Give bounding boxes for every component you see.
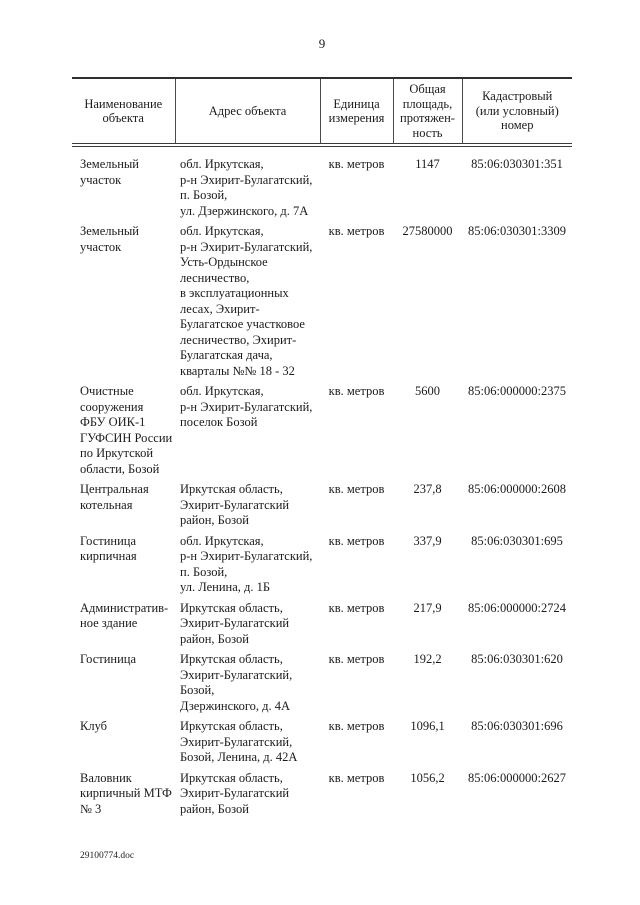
cell-measure-unit: кв. метров	[328, 224, 385, 238]
table-header-row: Наименование объекта Адрес объекта Едини…	[72, 77, 572, 147]
cell-cadastral-number: 85:06:000000:2627	[468, 770, 566, 785]
cell-object-name: Клуб	[80, 719, 108, 733]
cell-measure-unit: кв. метров	[328, 770, 385, 785]
cell-total-area: 217,9	[413, 600, 442, 615]
header-object-address: Адрес объекта	[175, 77, 321, 147]
cell-total-area: 1147	[415, 157, 440, 171]
cell-total-area: 192,2	[413, 652, 442, 666]
table-row: Клуб Иркутская область, Эхирит-Булагатск…	[72, 719, 572, 771]
header-measure-unit: Единица измерения	[320, 77, 394, 147]
property-table: Наименование объекта Адрес объекта Едини…	[72, 77, 572, 822]
cell-object-address: Иркутская область, Эхирит-Булагатский ра…	[180, 770, 290, 816]
cell-object-name: Очистные сооружения ФБУ ОИК-1 ГУФСИН Рос…	[80, 384, 173, 476]
cell-measure-unit: кв. метров	[328, 157, 385, 171]
cell-object-address: обл. Иркутская, р-н Эхирит-Булагатский, …	[180, 157, 313, 218]
cell-measure-unit: кв. метров	[328, 533, 385, 548]
filename-footer: 29100774.doc	[80, 851, 135, 861]
cell-cadastral-number: 85:06:030301:351	[471, 157, 563, 171]
cell-measure-unit: кв. метров	[328, 600, 385, 615]
cell-cadastral-number: 85:06:000000:2724	[468, 600, 566, 615]
cell-object-name: Гостиница	[80, 652, 137, 666]
cell-object-address: Иркутская область, Эхирит-Булагатский ра…	[180, 600, 290, 646]
header-total-area: Общая площадь, протяжен- ность	[393, 77, 463, 147]
cell-cadastral-number: 85:06:030301:3309	[468, 224, 566, 238]
cell-total-area: 237,8	[413, 482, 442, 496]
cell-total-area: 1056,2	[410, 770, 445, 785]
cell-total-area: 5600	[415, 384, 440, 398]
table-row: Гостиница Иркутская область, Эхирит-Була…	[72, 652, 572, 719]
cell-measure-unit: кв. метров	[328, 652, 385, 666]
cell-object-address: обл. Иркутская, р-н Эхирит-Булагатский, …	[180, 224, 313, 378]
cell-object-name: Гостиница кирпичная	[80, 533, 137, 564]
cell-cadastral-number: 85:06:030301:620	[471, 652, 563, 666]
cell-total-area: 27580000	[402, 224, 453, 238]
page-number: 9	[318, 36, 326, 51]
header-cadastral-number: Кадастровый (или условный) номер	[462, 77, 572, 147]
table-row: Центральная котельная Иркутская область,…	[72, 482, 572, 534]
table-row: Валовник кирпичный МТФ № 3 Иркутская обл…	[72, 771, 572, 823]
cell-object-address: Иркутская область, Эхирит-Булагатский, Б…	[180, 719, 298, 764]
cell-cadastral-number: 85:06:000000:2375	[468, 384, 566, 398]
cell-cadastral-number: 85:06:030301:696	[471, 719, 563, 733]
table-row: Очистные сооружения ФБУ ОИК-1 ГУФСИН Рос…	[72, 384, 572, 482]
cell-object-address: Иркутская область, Эхирит-Булагатский ра…	[180, 482, 290, 527]
cell-measure-unit: кв. метров	[328, 719, 385, 733]
header-object-name: Наименование объекта	[72, 77, 176, 147]
cell-object-name: Центральная котельная	[80, 482, 149, 512]
cell-object-name: Земельный участок	[80, 157, 139, 187]
cell-object-address: обл. Иркутская, р-н Эхирит-Булагатский, …	[180, 384, 313, 429]
table-row: Гостиница кирпичная обл. Иркутская, р-н …	[72, 534, 572, 601]
cell-total-area: 337,9	[413, 533, 442, 548]
table-row: Земельный участок обл. Иркутская, р-н Эх…	[72, 145, 572, 224]
cell-object-name: Валовник кирпичный МТФ № 3	[80, 770, 172, 816]
cell-object-name: Земельный участок	[80, 224, 139, 254]
cell-total-area: 1096,1	[410, 719, 445, 733]
cell-object-address: Иркутская область, Эхирит-Булагатский, Б…	[180, 652, 293, 713]
cell-measure-unit: кв. метров	[328, 482, 385, 496]
table-row: Земельный участок обл. Иркутская, р-н Эх…	[72, 224, 572, 384]
cell-object-address: обл. Иркутская, р-н Эхирит-Булагатский, …	[180, 533, 313, 595]
cell-cadastral-number: 85:06:030301:695	[471, 533, 563, 548]
cell-object-name: Административ- ное здание	[80, 600, 169, 631]
table-row: Административ- ное здание Иркутская обла…	[72, 601, 572, 653]
cell-cadastral-number: 85:06:000000:2608	[468, 482, 566, 496]
cell-measure-unit: кв. метров	[328, 384, 385, 398]
